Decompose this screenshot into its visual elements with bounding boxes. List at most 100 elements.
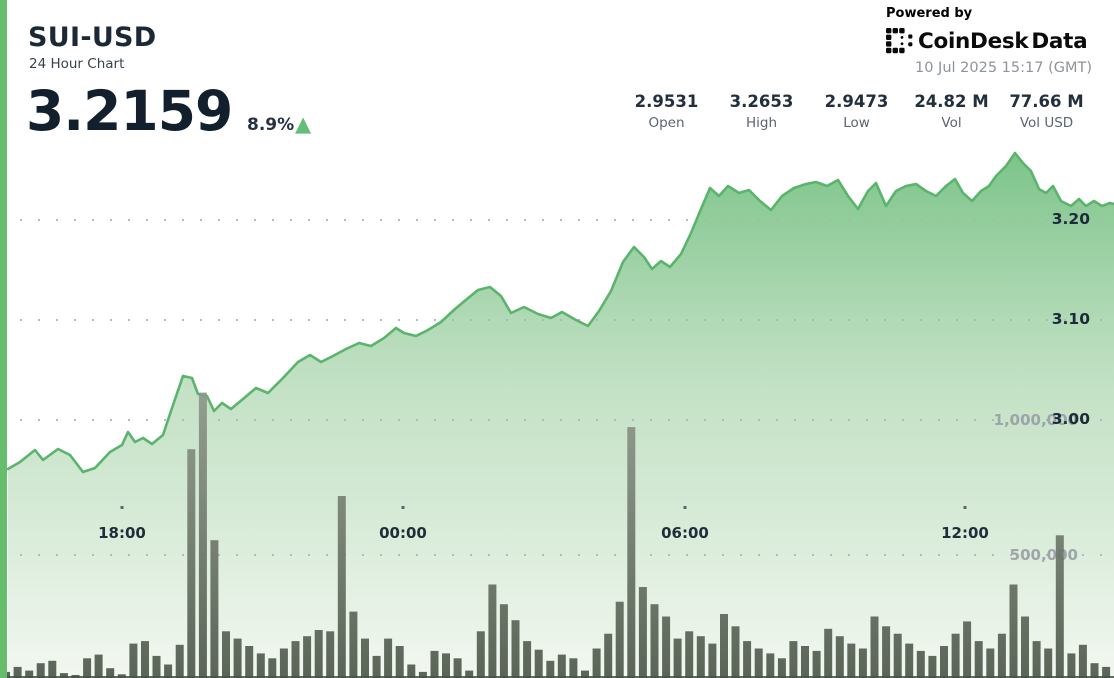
volume-bar[interactable] <box>488 584 497 678</box>
volume-bar[interactable] <box>789 641 798 678</box>
volume-bar[interactable] <box>465 670 474 678</box>
volume-bar[interactable] <box>708 643 717 678</box>
volume-bar[interactable] <box>801 646 809 678</box>
volume-bar[interactable] <box>1067 653 1076 678</box>
x-axis-baseline <box>0 676 1114 678</box>
volume-bar[interactable] <box>25 670 34 678</box>
volume-bar[interactable] <box>1032 641 1041 678</box>
volume-bar[interactable] <box>36 663 45 678</box>
volume-bar[interactable] <box>279 648 288 678</box>
volume-bar[interactable] <box>615 601 624 678</box>
volume-bar[interactable] <box>303 636 312 678</box>
volume-bar[interactable] <box>916 650 925 678</box>
volume-bar[interactable] <box>326 631 335 678</box>
volume-bar[interactable] <box>893 633 902 678</box>
volume-bar[interactable] <box>442 653 450 678</box>
volume-bar[interactable] <box>268 658 277 678</box>
volume-bar[interactable] <box>824 628 833 678</box>
volume-bar[interactable] <box>812 650 821 678</box>
volume-bar[interactable] <box>592 648 601 678</box>
volume-bar[interactable] <box>685 631 694 678</box>
volume-bar[interactable] <box>418 671 427 678</box>
volume-bar[interactable] <box>187 449 196 678</box>
volume-bar[interactable] <box>210 540 219 678</box>
volume-bar[interactable] <box>499 604 508 678</box>
volume-bar[interactable] <box>175 644 184 678</box>
volume-bar[interactable] <box>546 660 555 678</box>
volume-bar[interactable] <box>835 636 844 678</box>
volume-bar[interactable] <box>627 427 636 678</box>
volume-bar[interactable] <box>777 658 786 678</box>
volume-bar[interactable] <box>106 668 115 678</box>
volume-bar[interactable] <box>1009 584 1018 678</box>
volume-bar[interactable] <box>152 655 161 678</box>
volume-bar[interactable] <box>569 658 578 678</box>
volume-bar[interactable] <box>1021 616 1029 678</box>
volume-bar[interactable] <box>766 653 775 678</box>
volume-bar[interactable] <box>94 654 103 678</box>
volume-bar[interactable] <box>13 666 22 678</box>
volume-bar[interactable] <box>650 604 659 678</box>
volume-bar[interactable] <box>731 626 740 678</box>
volume-bar[interactable] <box>256 653 265 678</box>
volume-bar[interactable] <box>754 648 763 678</box>
volume-bar[interactable] <box>557 654 566 678</box>
volume-bar[interactable] <box>1078 644 1087 678</box>
volume-bar[interactable] <box>198 392 207 678</box>
volume-bar[interactable] <box>476 631 485 678</box>
volume-bar[interactable] <box>720 614 728 678</box>
volume-bar[interactable] <box>523 641 532 678</box>
volume-bar[interactable] <box>337 496 346 678</box>
volume-bar[interactable] <box>372 655 381 678</box>
volume-bar[interactable] <box>59 673 68 678</box>
volume-bar[interactable] <box>858 648 867 678</box>
volume-bar[interactable] <box>951 633 960 678</box>
volume-bar[interactable] <box>430 650 439 678</box>
volume-bar[interactable] <box>662 616 671 678</box>
volume-bar[interactable] <box>604 633 613 678</box>
volume-bar[interactable] <box>743 641 752 678</box>
volume-bar[interactable] <box>870 616 879 678</box>
volume-bar[interactable] <box>940 646 948 678</box>
volume-bar[interactable] <box>673 638 682 678</box>
stat-high: 3.2653 High <box>714 92 809 131</box>
volume-bar[interactable] <box>349 611 358 678</box>
volume-bar[interactable] <box>395 646 404 678</box>
volume-bar[interactable] <box>222 631 230 678</box>
volume-bar[interactable] <box>291 641 300 678</box>
coindesk-data-logo[interactable]: CoinDesk Data <box>886 28 1092 55</box>
volume-bar[interactable] <box>534 649 543 678</box>
volume-bar[interactable] <box>696 636 705 678</box>
volume-bar[interactable] <box>141 641 149 678</box>
volume-bar[interactable] <box>986 648 995 678</box>
volume-bar[interactable] <box>974 641 983 678</box>
volume-bar[interactable] <box>581 670 589 678</box>
volume-bar[interactable] <box>905 643 914 678</box>
volume-bar[interactable] <box>48 660 57 678</box>
volume-bar[interactable] <box>511 620 520 678</box>
volume-bar[interactable] <box>1090 663 1099 678</box>
volume-bar[interactable] <box>83 658 92 678</box>
volume-bar[interactable] <box>233 638 242 678</box>
volume-bar[interactable] <box>847 643 856 678</box>
volume-axis-label: 500,000 <box>1010 546 1078 564</box>
volume-bar[interactable] <box>407 664 416 678</box>
volume-bar[interactable] <box>997 633 1006 678</box>
chart-period-subtitle: 24 Hour Chart <box>29 56 125 72</box>
volume-bar[interactable] <box>164 664 173 678</box>
volume-bar[interactable] <box>314 630 323 678</box>
volume-bar[interactable] <box>882 626 891 678</box>
volume-bar[interactable] <box>129 643 138 678</box>
stat-low-value: 2.9473 <box>824 92 889 111</box>
volume-bar[interactable] <box>384 638 393 678</box>
volume-bar[interactable] <box>245 646 254 678</box>
volume-bar[interactable] <box>1044 648 1053 678</box>
volume-bar[interactable] <box>963 621 972 678</box>
volume-bar[interactable] <box>638 587 647 678</box>
volume-bar[interactable] <box>1055 535 1064 678</box>
volume-bar[interactable] <box>928 655 937 678</box>
volume-bar[interactable] <box>1102 666 1111 678</box>
volume-bar[interactable] <box>453 658 462 678</box>
volume-bar[interactable] <box>361 638 369 678</box>
